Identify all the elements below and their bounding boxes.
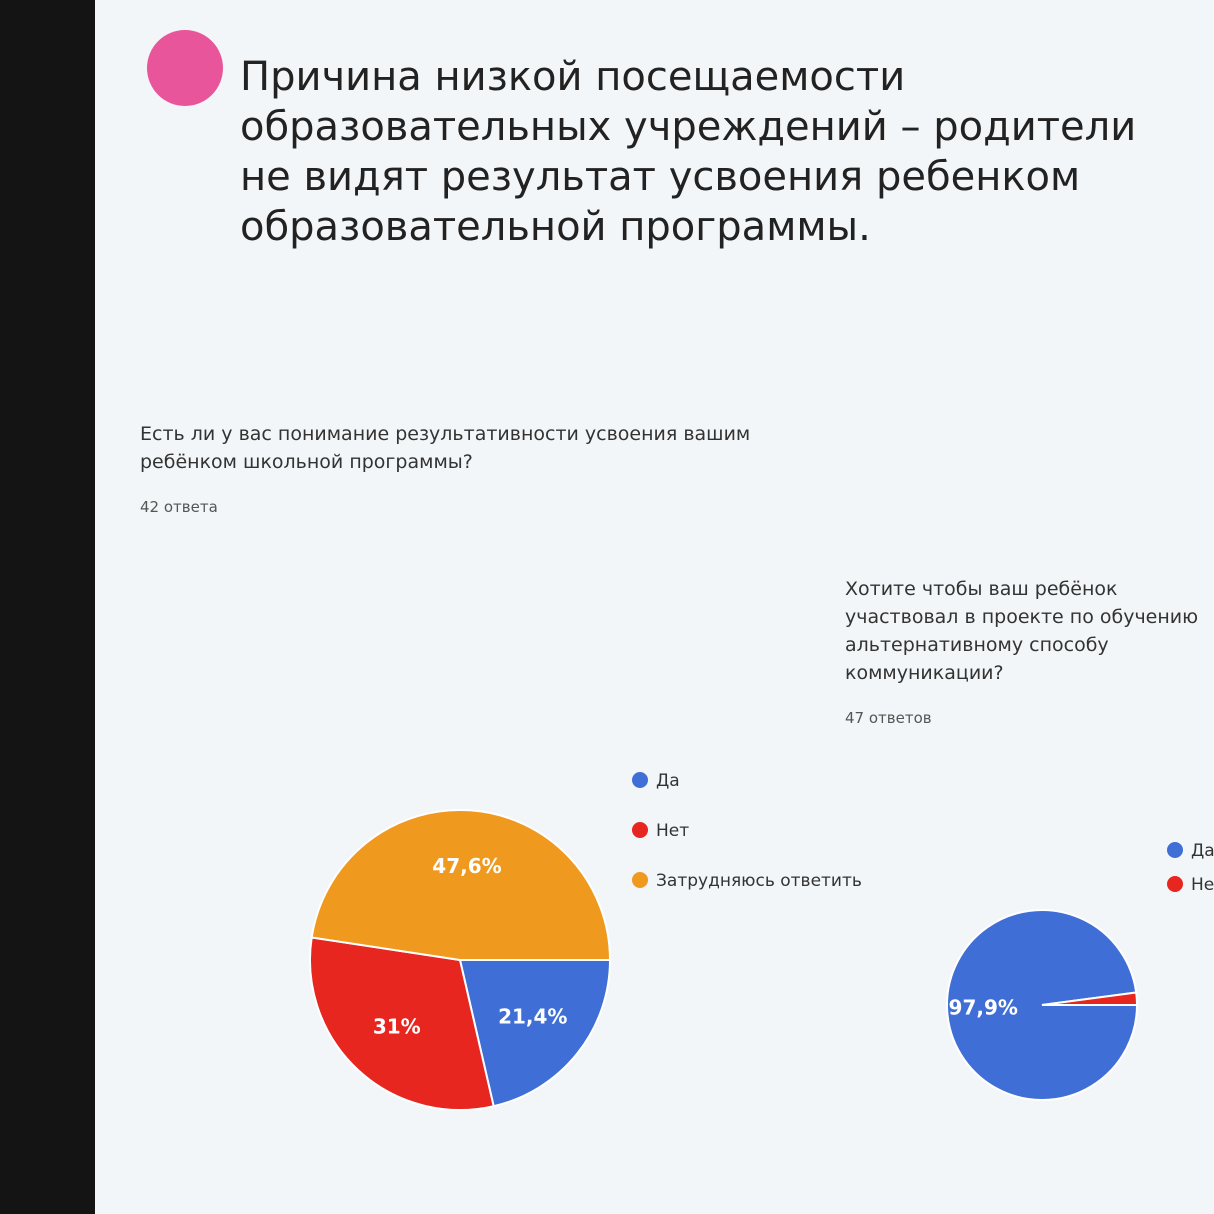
legend-label: Нет	[1191, 875, 1214, 895]
pink-dot	[147, 30, 223, 106]
pie-slice	[1041, 991, 1139, 1006]
legend-swatch	[1167, 876, 1183, 892]
legend-swatch	[632, 872, 648, 888]
chart-subtitle: 47 ответов	[845, 709, 932, 727]
pie-slice	[458, 959, 612, 1108]
legend-swatch	[632, 772, 648, 788]
pie-slice	[310, 809, 612, 961]
legend-swatch	[632, 822, 648, 838]
legend-swatch	[1167, 842, 1183, 858]
legend-label: Нет	[656, 821, 689, 841]
chart-title: Хотите чтобы ваш ребёнок участвовал в про…	[845, 578, 1198, 684]
slide-title: Причина низкой посещаемости образовательн…	[240, 54, 1136, 250]
pie-slice	[309, 936, 495, 1111]
value-label: 21,4%	[498, 1004, 567, 1028]
legend-label: Да	[1191, 841, 1214, 861]
value-label: 31%	[373, 1015, 421, 1039]
chart-title: Есть ли у вас понимание результативности…	[140, 423, 750, 473]
value-label: 47,6%	[432, 854, 501, 878]
legend-label: Затрудняюсь ответить	[656, 871, 862, 891]
legend-label: Да	[656, 771, 680, 791]
chart-subtitle: 42 ответа	[140, 498, 218, 516]
value-label: 97,9%	[949, 995, 1018, 1019]
